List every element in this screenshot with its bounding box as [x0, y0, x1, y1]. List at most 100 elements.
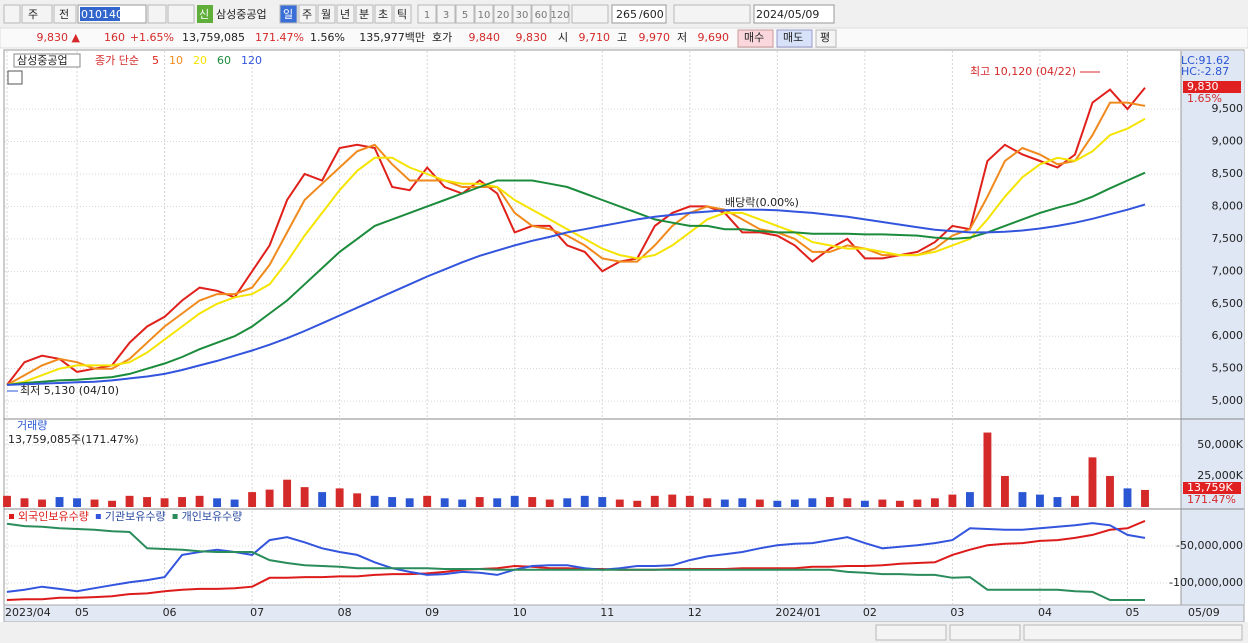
volume-subtitle: 13,759,085주(171.47%): [8, 433, 139, 446]
x-tick-label: 2023/04: [5, 606, 51, 619]
series-line: [6, 203, 1146, 386]
y-tick-label: 8,500: [1212, 167, 1244, 180]
y-tick-label: 8,000: [1212, 199, 1244, 212]
volume-bar: [1036, 494, 1044, 507]
sound-button[interactable]: [167, 4, 195, 24]
volume-bar: [510, 495, 519, 507]
legend-entry: 60: [217, 54, 231, 67]
volume-bar: [160, 498, 169, 507]
interval-button[interactable]: [531, 4, 551, 24]
legend-entry: 외국인보유수량: [18, 510, 89, 523]
volume-bar: [808, 498, 817, 507]
date: 2024/05/09: [756, 8, 819, 21]
search-button[interactable]: [147, 4, 167, 24]
interval-button[interactable]: [493, 4, 513, 24]
volume-bar: [20, 498, 29, 507]
interval-button[interactable]: [436, 4, 456, 24]
volume-bar: [230, 499, 239, 507]
volume-bar: [108, 500, 116, 507]
quote-label: 호가: [432, 31, 452, 44]
y-tick-label: 7,500: [1212, 232, 1244, 245]
volume-bar: [440, 498, 449, 507]
market-select[interactable]: [21, 4, 53, 24]
volume-bar: [720, 499, 729, 507]
axis-background: [1181, 51, 1244, 605]
interval: 120: [550, 10, 569, 21]
period-button[interactable]: [298, 4, 317, 24]
x-tick-label: 08: [338, 606, 352, 619]
bottom-tools[interactable]: [1023, 624, 1243, 641]
interval-button[interactable]: [417, 4, 437, 24]
volume-bar: [405, 498, 414, 507]
period-button[interactable]: [279, 4, 298, 24]
y-tick-label: 7,000: [1212, 264, 1244, 277]
legend-entry: 20: [193, 54, 207, 67]
volume-bar: [248, 492, 257, 507]
legend-swatch: [9, 514, 14, 519]
buy-button[interactable]: [737, 29, 774, 48]
icon-button[interactable]: [3, 4, 21, 24]
scroll-buttons[interactable]: [875, 624, 947, 641]
x-tick-label: 02: [863, 606, 877, 619]
volume-bar: [773, 500, 782, 507]
volume-bar: [475, 497, 484, 507]
prev: 전: [59, 8, 69, 21]
volume-bar: [843, 498, 852, 507]
volume-bar: [895, 500, 904, 507]
x-tick-label: 12: [688, 606, 702, 619]
volume-bar: [1123, 488, 1132, 507]
interval: 20: [497, 10, 510, 21]
volume-bar: [335, 488, 344, 507]
legend-entry: 개인보유수량: [182, 510, 243, 523]
volume-bar: [983, 432, 992, 507]
volume-bar: [528, 497, 537, 507]
period-button[interactable]: [374, 4, 393, 24]
volume-bar: [545, 499, 554, 507]
y-tick-label: -100,000,000: [1169, 576, 1243, 589]
date-input[interactable]: [753, 4, 835, 24]
high-annotation: 최고 10,120 (04/22): [970, 65, 1076, 78]
x-tick-label: 06: [163, 606, 177, 619]
legend-entry: 10: [169, 54, 183, 67]
change-pct: +1.65%: [130, 31, 174, 44]
volume-bar: [913, 499, 922, 507]
dropdown[interactable]: [571, 4, 609, 24]
sell-button[interactable]: [776, 29, 813, 48]
volume-bar: [318, 492, 327, 507]
interval-button[interactable]: [455, 4, 475, 24]
ask: 9,840: [469, 31, 501, 44]
tool-buttons[interactable]: [673, 4, 751, 24]
change: 160: [104, 31, 125, 44]
pct-label: 1.65%: [1187, 92, 1222, 105]
interval-button[interactable]: [512, 4, 532, 24]
legend-entry: 5: [152, 54, 159, 67]
period-button[interactable]: [355, 4, 374, 24]
series-line: [6, 519, 1146, 601]
count-input[interactable]: [611, 4, 667, 24]
period-button[interactable]: [393, 4, 412, 24]
bid: 9,830: [516, 31, 548, 44]
volume-bar: [493, 498, 502, 507]
zoom-slider[interactable]: [949, 624, 1021, 641]
lc-label: LC:91.62: [1181, 54, 1230, 67]
y-tick-label: -50,000,000: [1176, 539, 1243, 552]
y-tick-label: 25,000K: [1197, 469, 1243, 482]
low: 9,690: [698, 31, 730, 44]
interval-button[interactable]: [550, 4, 570, 24]
period-button[interactable]: [336, 4, 355, 24]
prev-button[interactable]: [53, 4, 77, 24]
interval-button[interactable]: [474, 4, 494, 24]
volume-bar: [265, 489, 274, 507]
stock-name: 삼성중공업: [216, 8, 267, 21]
volume-bar: [55, 497, 64, 507]
avg-button[interactable]: [815, 29, 837, 48]
volume-bar: [1088, 457, 1097, 507]
volume-bar: [685, 495, 694, 507]
low-annotation: 최저 5,130 (04/10): [20, 384, 119, 397]
period: 일: [283, 7, 293, 21]
period-button[interactable]: [317, 4, 336, 24]
volume-bar: [930, 498, 939, 507]
volume-bar: [1053, 497, 1062, 507]
interval: 5: [462, 10, 468, 21]
volume-bar: [1141, 489, 1149, 507]
